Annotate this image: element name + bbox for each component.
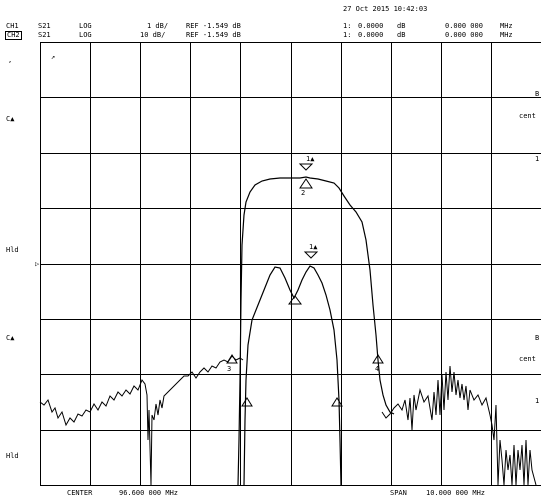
ch1-format: LOG — [79, 22, 92, 30]
marker-3-ch1-triangle — [226, 354, 238, 364]
ch1-marker-freq-unit: MHz — [500, 22, 513, 30]
ch1-coupling-label: C▲ — [6, 115, 15, 123]
ch2-label[interactable]: CH2 — [5, 31, 22, 40]
ch1-scale: 1 dB/ — [147, 22, 169, 30]
ch2-trace-passband — [243, 265, 342, 486]
ch1-param: S21 — [38, 22, 51, 30]
ch1-ref: REF -1.549 dB — [186, 22, 241, 30]
ch2-trace-upper-stopband — [381, 365, 537, 486]
marker-2-ch1-label: 2 — [301, 189, 306, 197]
ch2-format: LOG — [79, 31, 92, 39]
ch2-ref: REF -1.549 dB — [186, 31, 241, 39]
marker-4-label: 4 — [375, 365, 380, 373]
ch2-marker-num: 1: — [343, 31, 352, 39]
ch1-label[interactable]: CH1 — [6, 22, 19, 30]
marker-2-ch1-triangle — [299, 178, 313, 189]
marker-3-label: 3 — [227, 365, 232, 373]
ch1-marker-num: 1: — [343, 22, 352, 30]
ch2-scale: 10 dB/ — [140, 31, 166, 39]
ch2-hold-label: Hld — [6, 452, 19, 460]
marker-2-ch2-triangle — [288, 295, 302, 305]
ch2-coupling-label: C▲ — [6, 334, 15, 342]
ch1-tick-mark: , — [8, 56, 13, 64]
graticule — [40, 42, 541, 486]
marker-1-ch2-triangle — [303, 251, 319, 259]
ch2-right-1-label: 1 — [535, 397, 540, 405]
center-label: CENTER — [67, 489, 93, 497]
ch1-marker-value: 0.0000 — [358, 22, 384, 30]
ch1-right-1-label: 1 — [535, 155, 540, 163]
marker-4-ch2-triangle — [331, 397, 343, 407]
ch2-marker-value: 0.0000 — [358, 31, 384, 39]
span-value: 10.000 000 MHz — [426, 489, 486, 497]
ch1-marker-unit: dB — [397, 22, 406, 30]
ch2-right-cent-label: cent — [519, 355, 536, 363]
span-label: SPAN — [390, 489, 407, 497]
marker-1-ch2-label: 1▲ — [309, 243, 318, 251]
ch2-marker-freq: 0.000 000 — [445, 31, 483, 39]
marker-4-ch1-triangle — [372, 354, 384, 364]
ch1-right-b-label: B — [535, 90, 540, 98]
marker-1-ch1-triangle — [298, 163, 314, 171]
marker-triangles — [226, 163, 384, 407]
ch2-marker-unit: dB — [397, 31, 406, 39]
reference-position-arrow: ▷ — [35, 260, 40, 268]
ch2-trace-lower-stopband — [39, 355, 244, 486]
marker-1-ch1-label: 1▲ — [306, 155, 315, 163]
ch2-marker-freq-unit: MHz — [500, 31, 513, 39]
ch1-trace — [237, 176, 395, 486]
timestamp: 27 Oct 2015 10:42:03 — [343, 5, 428, 13]
ch2-right-b-label: B — [535, 334, 540, 342]
ch1-right-cent-label: cent — [519, 112, 536, 120]
corner-indicator: ↗ — [51, 53, 56, 61]
center-frequency-value: 96.600 000 MHz — [119, 489, 179, 497]
ch2-param: S21 — [38, 31, 51, 39]
ch1-marker-freq: 0.000 000 — [445, 22, 483, 30]
marker-3-ch2-triangle — [241, 397, 253, 407]
ch1-hold-label: Hld — [6, 246, 19, 254]
